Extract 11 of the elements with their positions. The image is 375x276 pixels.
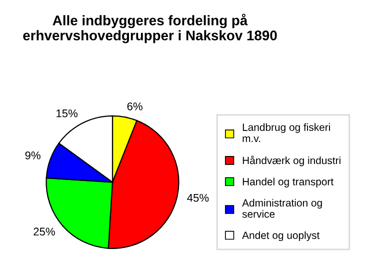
legend-label: Håndværk og industri <box>242 156 340 166</box>
chart-title: Alle indbyggeres fordeling på erhvervshovedgrupper i Nakskov 1890 <box>23 14 277 44</box>
legend-label: Andet og uoplyst <box>242 231 320 242</box>
legend-label: Landbrug og fiskeri m.v. <box>242 123 330 142</box>
data-label: 15% <box>56 109 78 118</box>
data-label: 6% <box>127 102 142 110</box>
legend-label: Administration og service <box>242 198 322 218</box>
data-label: 45% <box>187 194 209 202</box>
data-label: 25% <box>34 228 55 236</box>
legend-label: Handel og transport <box>242 178 334 188</box>
data-label: 9% <box>25 151 40 160</box>
